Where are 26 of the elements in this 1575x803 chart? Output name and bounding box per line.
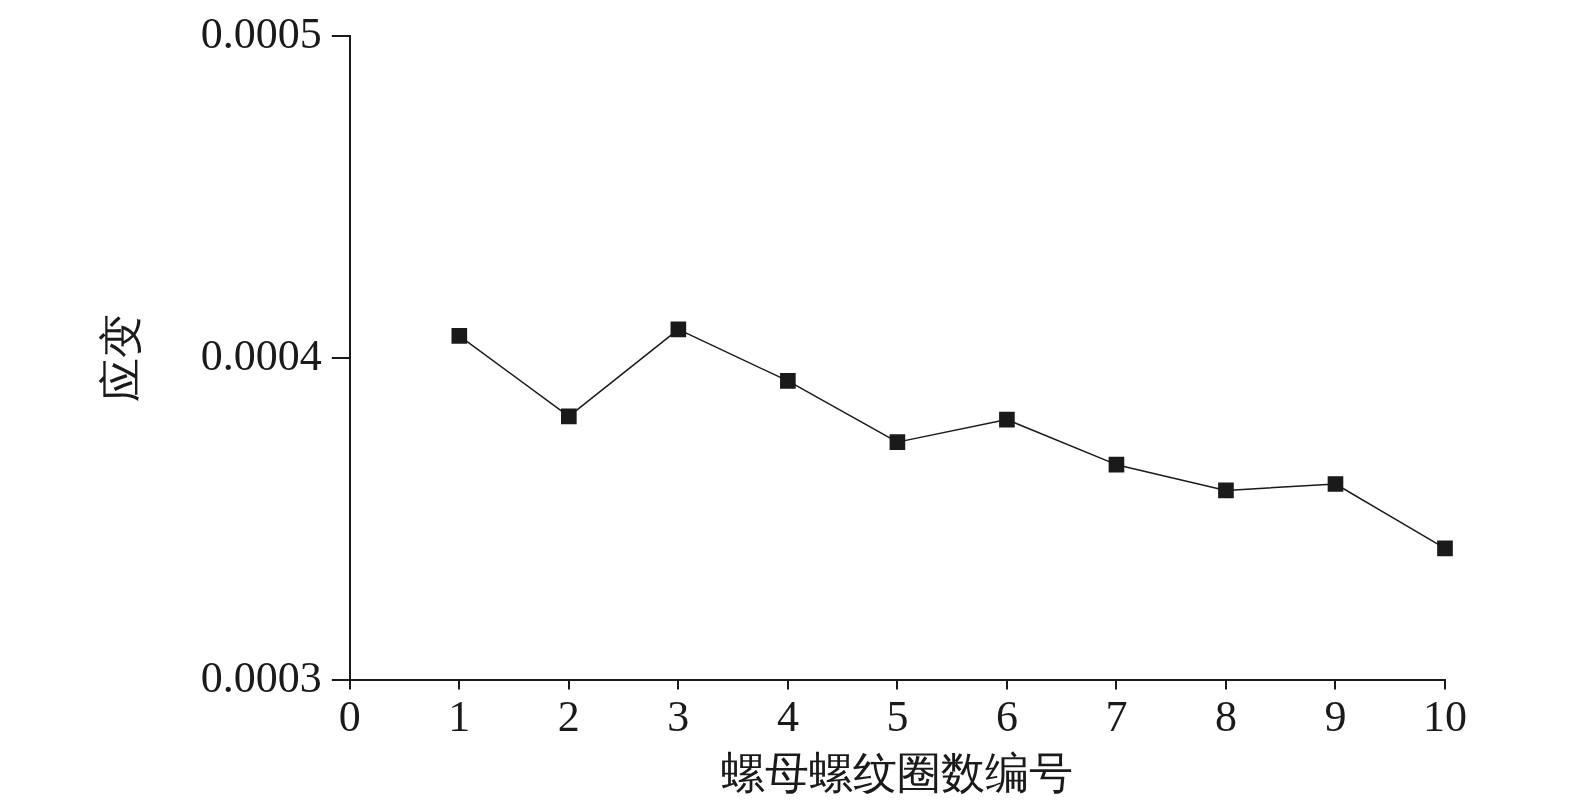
point <box>999 411 1015 428</box>
x-tick-label: 2 <box>557 692 580 742</box>
x-tick-label: 6 <box>995 692 1018 742</box>
y-tick-label: 0.0004 <box>200 330 322 380</box>
point <box>780 373 796 389</box>
x-tick-label: 8 <box>1214 692 1237 742</box>
point <box>889 434 906 450</box>
y-tick-label: 0.0003 <box>200 652 322 702</box>
x-tick-label: 10 <box>1423 692 1467 742</box>
point <box>1108 456 1125 473</box>
point <box>451 328 468 344</box>
y-axis-title: 应变 <box>96 314 146 403</box>
y-tick-label: 0.0005 <box>200 8 322 58</box>
x-tick-label: 0 <box>338 692 361 742</box>
point <box>1327 476 1344 492</box>
x-axis-title: 螺母螺纹圈数编号 <box>721 749 1074 799</box>
x-tick-label: 4 <box>776 692 799 742</box>
x-tick-label: 1 <box>448 692 471 742</box>
point <box>561 408 577 425</box>
x-tick-label: 7 <box>1105 692 1128 742</box>
x-tick-label: 3 <box>667 692 690 742</box>
point <box>670 321 687 338</box>
x-tick-label: 5 <box>886 692 909 742</box>
point <box>1437 540 1453 557</box>
x-tick-label: 9 <box>1324 692 1347 742</box>
point <box>1218 482 1234 499</box>
